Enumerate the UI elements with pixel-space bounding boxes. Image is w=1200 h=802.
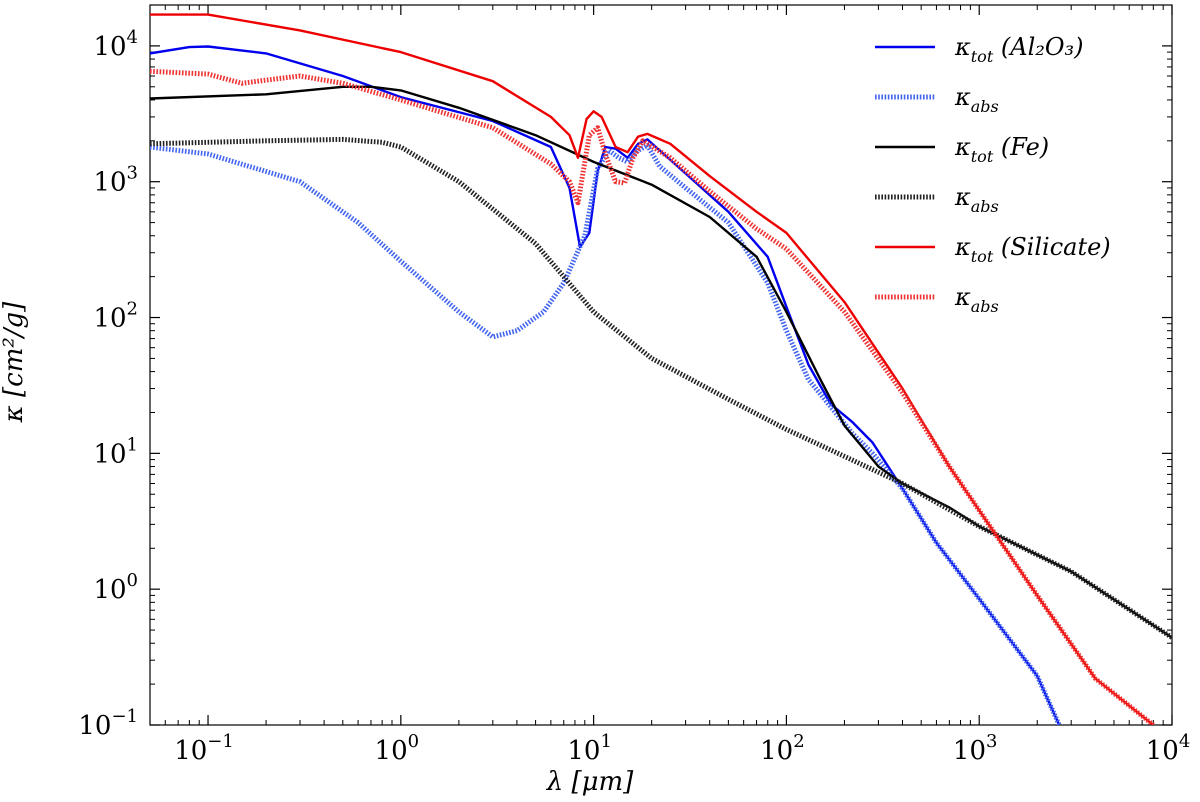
x-tick-label: 101 bbox=[567, 731, 612, 766]
series-line-3 bbox=[150, 136, 1172, 640]
legend-label-5: κabs bbox=[954, 283, 999, 316]
series-layer bbox=[150, 13, 1172, 725]
series-line-0 bbox=[150, 45, 1061, 725]
legend-label-1: κabs bbox=[954, 83, 999, 116]
x-tick-label: 10−1 bbox=[174, 731, 234, 766]
y-tick-label: 103 bbox=[93, 163, 138, 198]
y-tick-label: 100 bbox=[93, 570, 138, 605]
series-line-1 bbox=[150, 142, 1062, 725]
x-tick-label: 104 bbox=[1146, 731, 1191, 766]
y-tick-label: 102 bbox=[93, 299, 138, 334]
legend-label-3: κabs bbox=[954, 183, 999, 216]
y-tick-label: 104 bbox=[93, 27, 138, 62]
legend-label-0: κtot (Al₂O₃) bbox=[954, 33, 1084, 66]
series-line-5 bbox=[150, 68, 1155, 725]
x-axis-label: λ [μm] bbox=[546, 767, 634, 797]
axis-ticks: 10−1 100 101 102 103 104 10−1 100 101 102 103 104 bbox=[78, 4, 1191, 766]
legend-label-4: κtot (Silicate) bbox=[954, 233, 1111, 266]
legend-label-2: κtot (Fe) bbox=[954, 133, 1049, 166]
x-tick-label: 103 bbox=[953, 731, 998, 766]
legend: κtot (Al₂O₃) κabs κtot (Fe) κabs κtot (Silic… bbox=[875, 33, 1111, 316]
y-tick-label: 10−1 bbox=[78, 706, 138, 741]
x-tick-label: 102 bbox=[760, 731, 805, 766]
x-tick-label: 100 bbox=[375, 731, 420, 766]
y-tick-label: 101 bbox=[93, 434, 138, 469]
y-axis-label: κ [cm²/g] bbox=[0, 301, 29, 424]
